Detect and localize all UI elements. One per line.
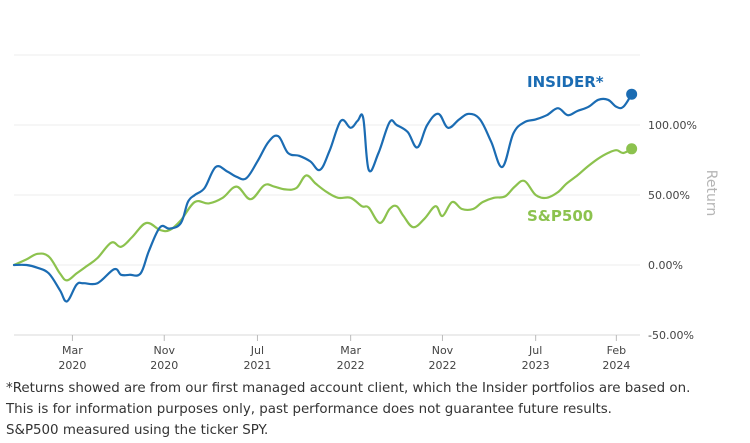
x-tick-label: 2024: [602, 359, 630, 372]
insider-end-point: [626, 88, 638, 100]
sp500-end-point: [626, 143, 638, 155]
y-axis-ticks: -50.00% 0.00% 50.00% 100.00%: [648, 119, 697, 342]
sp500-line: [12, 147, 633, 282]
x-tick-label: Mar: [62, 344, 83, 357]
footnote-line-2: This is for information purposes only, p…: [6, 402, 612, 417]
x-tick-label: 2021: [243, 359, 271, 372]
x-tick-label: Nov: [154, 344, 176, 357]
y-axis-label: Return: [703, 170, 719, 216]
x-tick-label: 2023: [522, 359, 550, 372]
y-tick-label: 50.00%: [648, 189, 690, 202]
x-tick-label: Jul: [528, 344, 542, 357]
sp500-series-label: S&P500: [527, 207, 593, 225]
x-tick-label: Nov: [432, 344, 454, 357]
x-axis-ticks: Mar 2020 Nov 2020 Jul 2021 Mar 2022 Nov 2022 Jul 20…: [58, 335, 630, 372]
x-tick-label: 2022: [337, 359, 365, 372]
x-tick-label: 2020: [58, 359, 86, 372]
y-tick-label: -50.00%: [648, 329, 694, 342]
insider-series-label: INSIDER*: [527, 73, 604, 91]
x-tick-label: Jul: [250, 344, 264, 357]
footnote-line-3: S&P500 measured using the ticker SPY.: [6, 423, 269, 438]
returns-chart: -50.00% 0.00% 50.00% 100.00% Mar 2020 Nov 2020…: [12, 54, 719, 372]
x-tick-label: Feb: [607, 344, 626, 357]
x-tick-label: 2020: [150, 359, 178, 372]
footnote-line-1: *Returns showed are from our first manag…: [6, 381, 691, 396]
gridlines: [14, 54, 640, 336]
y-tick-label: 100.00%: [648, 119, 697, 132]
x-tick-label: 2022: [428, 359, 456, 372]
y-tick-label: 0.00%: [648, 259, 683, 272]
series-lines: [12, 88, 638, 303]
x-tick-label: Mar: [340, 344, 361, 357]
insider-line: [12, 93, 633, 303]
footnote: *Returns showed are from our first manag…: [6, 378, 748, 441]
